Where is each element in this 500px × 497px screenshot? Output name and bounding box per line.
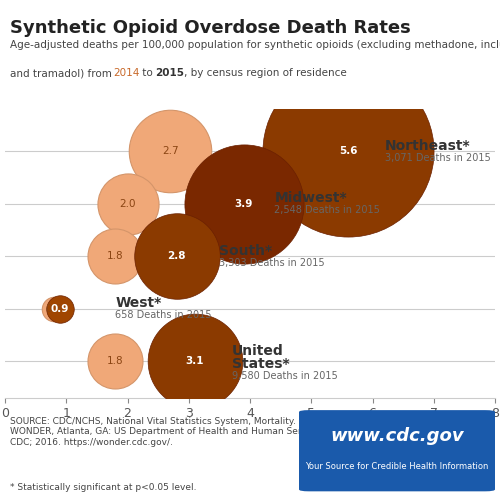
Point <box>191 357 199 365</box>
FancyBboxPatch shape <box>299 410 495 492</box>
Text: to: to <box>139 68 156 78</box>
Text: 3,303 Deaths in 2015: 3,303 Deaths in 2015 <box>220 258 325 268</box>
Text: Your Source for Credible Health Information: Your Source for Credible Health Informat… <box>306 462 488 471</box>
Text: 1.8: 1.8 <box>107 356 124 366</box>
Text: www.cdc.gov: www.cdc.gov <box>330 426 464 445</box>
Text: 658 Deaths in 2015: 658 Deaths in 2015 <box>115 310 212 320</box>
Text: 0.8: 0.8 <box>46 304 62 314</box>
Text: 2014: 2014 <box>113 68 140 78</box>
Point <box>240 200 248 208</box>
Point <box>56 305 64 313</box>
Text: Age-adjusted deaths per 100,000 population for synthetic opioids (excluding meth: Age-adjusted deaths per 100,000 populati… <box>10 40 500 50</box>
Text: 9,580 Deaths in 2015: 9,580 Deaths in 2015 <box>232 371 338 381</box>
Text: Midwest*: Midwest* <box>274 191 347 205</box>
Text: West*: West* <box>115 296 162 310</box>
Text: South*: South* <box>220 244 272 258</box>
Point <box>111 252 120 260</box>
Text: 2015: 2015 <box>156 68 184 78</box>
Text: 1.8: 1.8 <box>107 251 124 261</box>
Text: 2,548 Deaths in 2015: 2,548 Deaths in 2015 <box>274 205 380 216</box>
Text: 5.6: 5.6 <box>339 146 357 156</box>
Text: States*: States* <box>232 356 289 371</box>
Point <box>111 357 120 365</box>
Text: 2.0: 2.0 <box>120 199 136 209</box>
Text: 3,071 Deaths in 2015: 3,071 Deaths in 2015 <box>385 153 490 163</box>
Text: Synthetic Opioid Overdose Death Rates: Synthetic Opioid Overdose Death Rates <box>10 19 410 37</box>
Text: 2.7: 2.7 <box>162 146 178 156</box>
Point <box>124 200 132 208</box>
Text: * Statistically significant at p<0.05 level.: * Statistically significant at p<0.05 le… <box>10 483 196 492</box>
Point <box>50 305 58 313</box>
Point <box>166 147 174 155</box>
Text: SOURCE: CDC/NCHS, National Vital Statistics System, Mortality. CDC
WONDER, Atlan: SOURCE: CDC/NCHS, National Vital Statist… <box>10 416 328 446</box>
Text: Northeast*: Northeast* <box>385 139 470 153</box>
Text: and tramadol) from: and tramadol) from <box>10 68 115 78</box>
Text: 2.8: 2.8 <box>167 251 186 261</box>
Text: 3.9: 3.9 <box>234 199 253 209</box>
Point <box>172 252 180 260</box>
Text: 3.1: 3.1 <box>186 356 204 366</box>
Text: , by census region of residence: , by census region of residence <box>184 68 346 78</box>
Text: United: United <box>232 344 283 358</box>
Point <box>344 147 352 155</box>
Text: 0.9: 0.9 <box>51 304 70 314</box>
